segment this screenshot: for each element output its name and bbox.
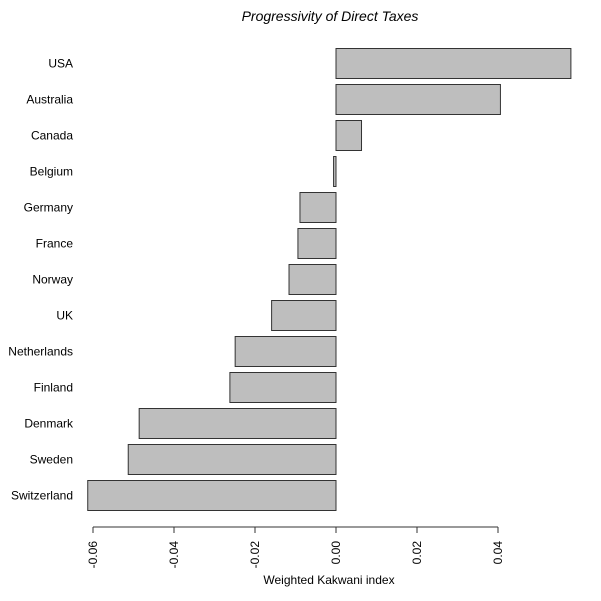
category-label: Canada — [31, 129, 73, 143]
x-axis-title: Weighted Kakwani index — [263, 573, 394, 587]
category-label: Sweden — [30, 453, 73, 467]
x-tick-label: 0.04 — [491, 541, 505, 565]
category-label: Germany — [24, 201, 73, 215]
bar-france — [297, 228, 337, 259]
category-label: UK — [56, 309, 73, 323]
bar-uk — [271, 300, 337, 331]
bar-usa — [335, 48, 572, 79]
chart-title: Progressivity of Direct Taxes — [242, 8, 419, 24]
x-tick-label: -0.02 — [248, 541, 262, 569]
category-label: Australia — [26, 93, 73, 107]
bar-germany — [299, 192, 337, 223]
x-tick-label: -0.06 — [86, 541, 100, 569]
bar-finland — [229, 372, 337, 403]
x-tick-label: -0.04 — [167, 541, 181, 569]
category-label: Finland — [34, 381, 73, 395]
category-label: Switzerland — [11, 489, 73, 503]
x-tick-label: 0.00 — [329, 541, 343, 565]
bar-belgium — [333, 156, 337, 187]
x-tick-label: 0.02 — [410, 541, 424, 565]
category-labels: USA Australia Canada Belgium Germany France No… — [8, 57, 74, 503]
bar-denmark — [138, 408, 337, 439]
category-label: Denmark — [24, 417, 74, 431]
bar-sweden — [127, 444, 337, 475]
x-axis: -0.06 -0.04 -0.02 0.00 0.02 0.04 — [86, 526, 505, 569]
category-label: Netherlands — [8, 345, 73, 359]
bar-switzerland — [87, 480, 337, 511]
category-label: France — [36, 237, 74, 251]
bar-netherlands — [234, 336, 337, 367]
category-label: Belgium — [30, 165, 73, 179]
bar-canada — [335, 120, 363, 151]
category-label: Norway — [32, 273, 73, 287]
bar-norway — [288, 264, 337, 295]
bar-australia — [335, 84, 501, 115]
bars-group — [87, 48, 572, 511]
category-label: USA — [48, 57, 73, 71]
